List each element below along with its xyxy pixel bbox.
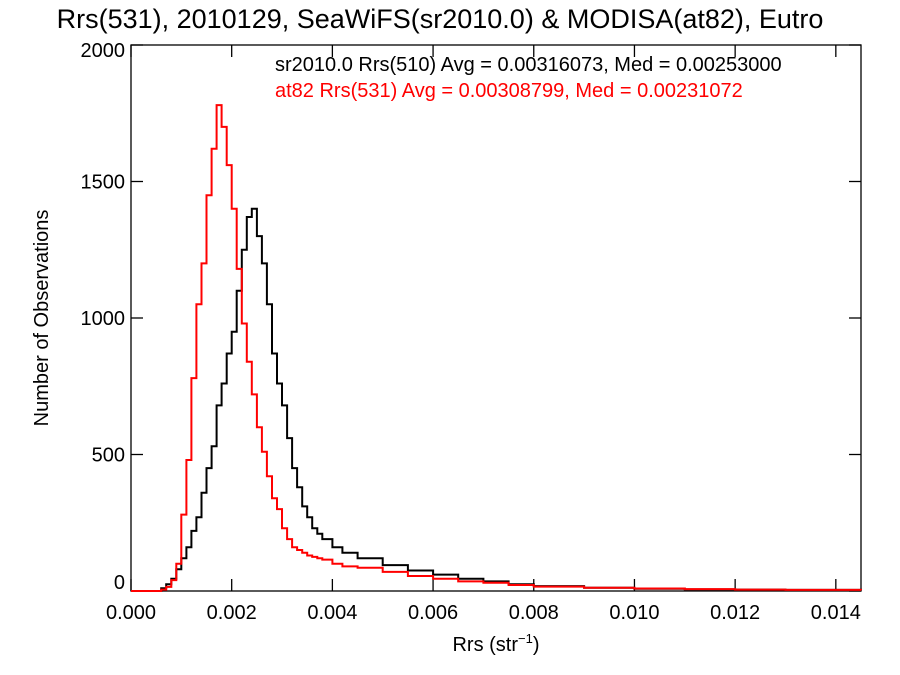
- x-tick-label: 0.010: [609, 602, 659, 624]
- x-axis-ticks: 0.000 0.002 0.004 0.006 0.008 0.010 0.012 0.014: [106, 45, 861, 624]
- y-tick-label: 1500: [81, 172, 126, 194]
- annotation-series-1: sr2010.0 Rrs(510) Avg = 0.00316073, Med …: [275, 54, 782, 76]
- y-tick-label: 1000: [81, 308, 126, 330]
- chart-title: Rrs(531), 2010129, SeaWiFS(sr2010.0) & M…: [57, 4, 824, 34]
- y-axis-label: Number of Observations: [31, 210, 53, 427]
- x-axis-label-text: Rrs (str: [452, 634, 518, 656]
- x-tick-label: 0.008: [509, 602, 559, 624]
- x-tick-label: 0.006: [408, 602, 458, 624]
- x-axis-label: Rrs (str−1): [452, 631, 539, 656]
- x-tick-label: 0.014: [811, 602, 861, 624]
- plot-frame: [130, 44, 862, 592]
- y-tick-label: 2000: [81, 40, 126, 62]
- annotation-series-2: at82 Rrs(531) Avg = 0.00308799, Med = 0.…: [275, 80, 743, 102]
- series-line-2: [131, 104, 862, 592]
- x-tick-label: 0.004: [307, 602, 357, 624]
- series-line-1: [131, 207, 862, 592]
- y-tick-label: 0: [114, 572, 125, 594]
- y-axis-ticks: 0 500 1000 1500 2000: [81, 40, 861, 594]
- x-tick-label: 0.002: [207, 602, 257, 624]
- y-tick-label: 500: [92, 445, 125, 467]
- series-group: [131, 104, 862, 592]
- x-axis-label-close: ): [533, 634, 540, 656]
- x-axis-label-superscript: −1: [518, 631, 533, 646]
- x-tick-label: 0.012: [710, 602, 760, 624]
- x-tick-label: 0.000: [106, 602, 156, 624]
